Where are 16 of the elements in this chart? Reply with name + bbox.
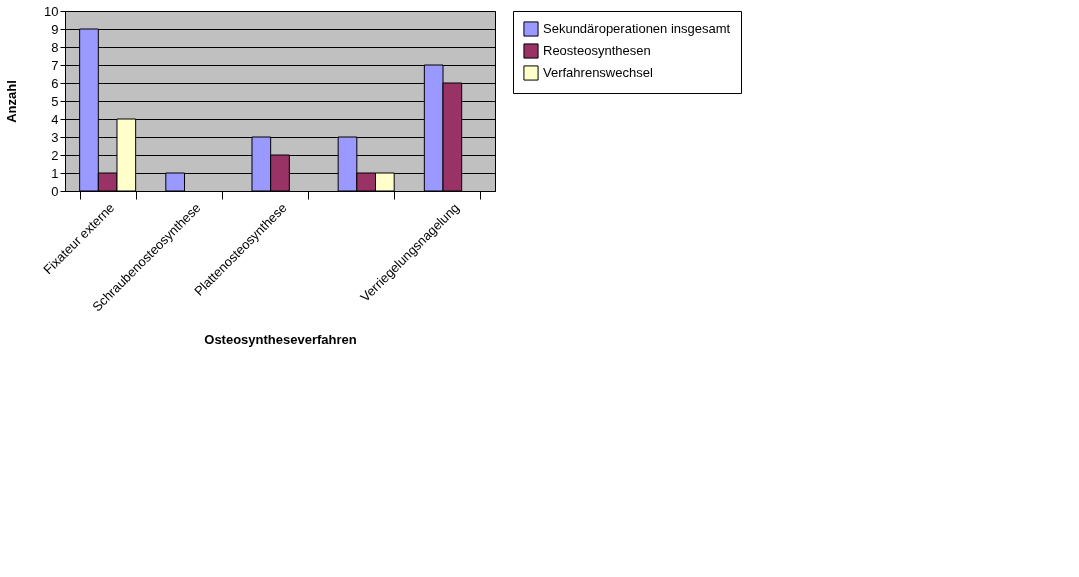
y-tick-label: 9 <box>51 21 59 37</box>
y-tick-label: 1 <box>51 165 59 181</box>
y-tick-label: 7 <box>51 57 59 73</box>
y-tick-label: 0 <box>51 183 59 199</box>
legend-label: Verfahrenswechsel <box>543 65 653 80</box>
legend-label: Sekundäroperationen insgesamt <box>543 21 731 36</box>
y-tick-label: 10 <box>44 3 59 19</box>
y-tick-label: 8 <box>51 39 59 55</box>
y-tick-label: 4 <box>51 111 59 127</box>
y-axis-title: Anzahl <box>4 80 20 123</box>
y-tick-label: 2 <box>51 147 59 163</box>
x-axis-title: Osteosyntheseverfahren <box>204 332 357 348</box>
y-tick-label: 3 <box>51 129 59 145</box>
y-tick-label: 5 <box>51 93 59 109</box>
legend-label: Reosteosynthesen <box>543 43 651 58</box>
y-tick-label: 6 <box>51 75 59 91</box>
